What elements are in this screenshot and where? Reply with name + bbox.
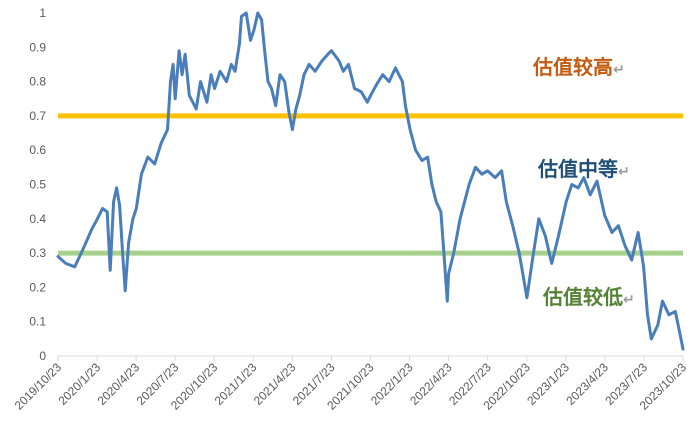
annotation-mid: 估值中等↵ [537,157,630,181]
annotation-high-return-mark: ↵ [613,62,625,78]
y-tick-label: 0.9 [29,40,46,54]
annotation-high-label: 估值较高 [532,55,613,79]
y-axis-ticks: 0 0.1 0.2 0.3 0.4 0.5 0.6 0.7 0.8 0.9 1 [29,6,46,363]
annotation-low: 估值较低↵ [542,285,635,309]
y-tick-label: 0.7 [29,109,46,123]
y-tick-label: 0.1 [29,315,46,329]
y-tick-label: 0.8 [29,75,46,89]
y-tick-label: 0.5 [29,178,46,192]
annotation-high: 估值较高↵ [532,55,625,79]
annotation-low-label: 估值较低 [542,285,623,309]
annotation-mid-label: 估值中等 [537,157,618,181]
annotation-low-return-mark: ↵ [623,292,635,308]
y-tick-label: 0.6 [29,143,46,157]
annotation-mid-return-mark: ↵ [618,164,630,180]
y-tick-label: 0.2 [29,280,46,294]
y-tick-label: 0.4 [29,212,46,226]
x-axis-ticks: 2019/10/232020/1/232020/4/232020/7/23202… [12,356,689,413]
x-tick-label: 2019/10/23 [12,360,65,413]
y-tick-label: 0.3 [29,246,46,260]
series-line [56,11,685,351]
reference-lines [58,113,683,256]
y-tick-label: 1 [39,6,46,20]
y-tick-label: 0 [39,349,46,363]
